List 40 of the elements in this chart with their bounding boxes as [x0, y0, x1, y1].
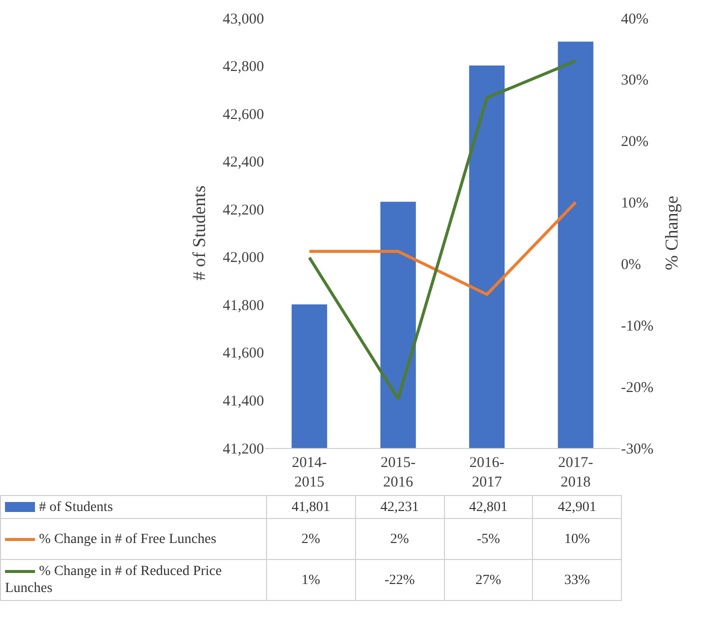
legend-label: % Change in # of Reduced Price Lunches: [0, 560, 266, 600]
data-label: 2%: [266, 518, 356, 560]
y2-tick-label: 0%: [621, 256, 641, 273]
legend-label: # of Students: [0, 496, 266, 518]
data-label: 42,231: [355, 496, 444, 518]
y-tick-label: 43,000: [222, 11, 264, 28]
y-tick-label: 42,800: [222, 59, 264, 76]
data-label: 10%: [532, 518, 622, 560]
y-axis-title: # of Students: [188, 185, 209, 281]
y2-axis-title: % Change: [662, 196, 682, 270]
x-tick-label: 2014-2015: [292, 455, 327, 490]
y2-tick-label: 20%: [621, 134, 648, 150]
legend-label: % Change in # of Free Lunches: [0, 518, 266, 560]
y-tick-label: 41,600: [222, 346, 264, 362]
y2-tick-label: 40%: [621, 11, 648, 28]
y2-tick-label: -30%: [621, 441, 654, 458]
data-label: 1%: [266, 560, 356, 600]
data-label: 33%: [532, 560, 622, 600]
line-series: [308, 60, 578, 400]
data-label: 2%: [355, 518, 444, 560]
y2-tick-label: -20%: [621, 380, 654, 396]
data-label: 42,801: [444, 496, 533, 518]
y-tick-label: 42,400: [222, 154, 264, 171]
y-tick-label: 41,200: [222, 441, 264, 458]
data-label: 41,801: [266, 496, 356, 518]
y-tick-label: 42,000: [222, 250, 264, 266]
data-label: -5%: [444, 518, 533, 560]
y-tick-label: 41,400: [222, 393, 264, 410]
x-tick-label: 2016-2017: [469, 455, 504, 490]
y-tick-label: 42,200: [222, 202, 264, 218]
x-tick-label: 2017-2018: [558, 455, 594, 490]
y-tick-label: 41,800: [222, 298, 264, 314]
y2-tick-label: -10%: [621, 318, 654, 334]
y-tick-label: 42,600: [222, 106, 264, 123]
y2-tick-label: 30%: [621, 72, 648, 89]
data-label: 42,901: [532, 496, 622, 518]
x-tick-label: 2015-2016: [380, 455, 416, 490]
data-label: -22%: [355, 560, 444, 600]
y2-tick-label: 10%: [621, 196, 648, 212]
data-label: 27%: [444, 560, 533, 600]
